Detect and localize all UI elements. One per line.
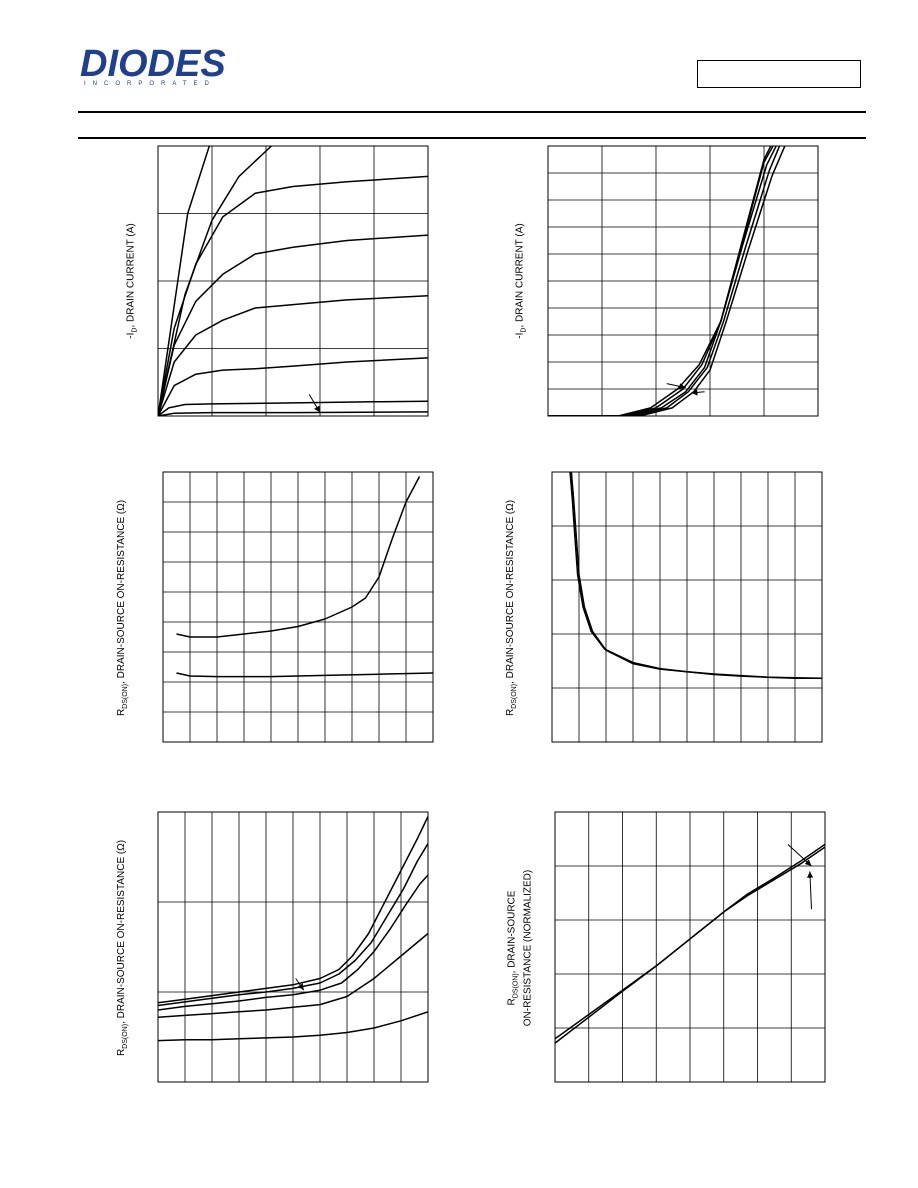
chart-3-svg: [162, 471, 434, 743]
y-axis-label-line2: ON-RESISTANCE (NORMALIZED): [521, 869, 533, 1027]
y-axis-label-subscript: DS(ON): [511, 973, 519, 999]
y-axis-label-text: , DRAIN-SOURCE ON-RESISTANCE (Ω): [116, 499, 128, 684]
y-axis-label-2: -ID, DRAIN CURRENT (A): [514, 223, 530, 338]
annotation-arrowhead-2: [691, 389, 698, 396]
y-axis-label-6: RDS(ON), DRAIN-SOURCE ON-RESISTANCE (NORM…: [506, 870, 534, 1027]
y-axis-label-symbol: R: [116, 708, 128, 717]
series-line-2: [569, 472, 822, 680]
series-line-3: [158, 175, 428, 416]
y-axis-label-text: , DRAIN-SOURCE ON-RESISTANCE (Ω): [116, 839, 128, 1024]
y-axis-label-text: , DRAIN CURRENT (A): [514, 223, 526, 328]
series-line-1: [570, 472, 822, 680]
chart-6: [554, 811, 826, 1083]
y-axis-label-text: , DRAIN-SOURCE: [505, 890, 517, 974]
series-line-7: [158, 400, 428, 416]
series-line-2: [176, 672, 433, 678]
chart-1-svg: [157, 145, 429, 417]
series-line-1: [548, 146, 772, 416]
series-line-6: [158, 357, 428, 416]
series-line-5: [158, 295, 428, 416]
y-axis-label-subscript: DS(ON): [122, 1023, 130, 1049]
header-rule-top: [78, 111, 866, 113]
annotation-arrowhead-1: [804, 859, 812, 866]
series-line-2: [555, 843, 825, 1044]
y-axis-label-text: , DRAIN CURRENT (A): [125, 223, 137, 328]
series-line-2: [158, 146, 272, 416]
series-line-8: [158, 411, 428, 416]
y-axis-label-subscript: DS(ON): [511, 683, 519, 709]
series-line-2: [158, 843, 428, 1007]
y-axis-label-symbol: R: [505, 998, 517, 1006]
annotation-arrowhead-2: [807, 871, 814, 878]
part-number-box: [697, 60, 861, 88]
chart-2: [547, 145, 819, 417]
y-axis-label-symbol: R: [116, 1048, 128, 1057]
series-line-3: [548, 146, 777, 416]
plot-frame: [551, 471, 823, 743]
chart-6-svg: [554, 811, 826, 1083]
y-axis-label-5: RDS(ON), DRAIN-SOURCE ON-RESISTANCE (Ω): [116, 840, 132, 1056]
annotation-arrowhead-1: [678, 383, 686, 390]
plot-frame: [162, 471, 434, 743]
series-line-4: [158, 234, 428, 416]
y-axis-label-symbol: -I: [514, 332, 526, 339]
series-line-3: [158, 874, 428, 1011]
series-line-5: [158, 1011, 428, 1042]
y-axis-label-subscript: D: [520, 327, 528, 333]
series-line-1: [158, 816, 428, 1004]
series-line-1: [176, 476, 421, 638]
y-axis-label-subscript: DS(ON): [122, 683, 130, 709]
plot-frame: [554, 811, 826, 1083]
annotation-arrowhead-1: [297, 983, 304, 991]
plot-frame: [547, 145, 819, 417]
series-line-5: [548, 146, 786, 416]
chart-1: [157, 145, 429, 417]
y-axis-label-line1: RDS(ON), DRAIN-SOURCE: [506, 870, 522, 1027]
brand-subtitle: INCORPORATED: [84, 81, 216, 87]
series-line-4: [548, 146, 781, 416]
chart-5-svg: [157, 811, 429, 1083]
y-axis-label-subscript: D: [131, 327, 139, 333]
brand-wordmark: DIODES: [80, 43, 226, 85]
chart-4-svg: [551, 471, 823, 743]
plot-frame: [157, 811, 429, 1083]
y-axis-label-4: RDS(ON), DRAIN-SOURCE ON-RESISTANCE (Ω): [505, 500, 521, 716]
plot-frame: [157, 145, 429, 417]
diodes-logo: DIODES INCORPORATED: [80, 44, 250, 94]
chart-5: [157, 811, 429, 1083]
annotation-arrow-2: [809, 871, 812, 910]
series-line-1: [158, 146, 211, 416]
y-axis-label-1: -ID, DRAIN CURRENT (A): [125, 223, 141, 338]
y-axis-label-symbol: R: [505, 708, 517, 717]
y-axis-label-text: , DRAIN-SOURCE ON-RESISTANCE (Ω): [505, 499, 517, 684]
chart-3: [162, 471, 434, 743]
header-rule-bottom: [78, 137, 866, 139]
annotation-arrowhead-1: [314, 405, 320, 413]
y-axis-label-3: RDS(ON), DRAIN-SOURCE ON-RESISTANCE (Ω): [116, 500, 132, 716]
series-line-4: [158, 932, 428, 1018]
series-line-2: [548, 146, 774, 416]
y-axis-label-symbol: -I: [125, 332, 137, 339]
chart-4: [551, 471, 823, 743]
chart-2-svg: [547, 145, 819, 417]
